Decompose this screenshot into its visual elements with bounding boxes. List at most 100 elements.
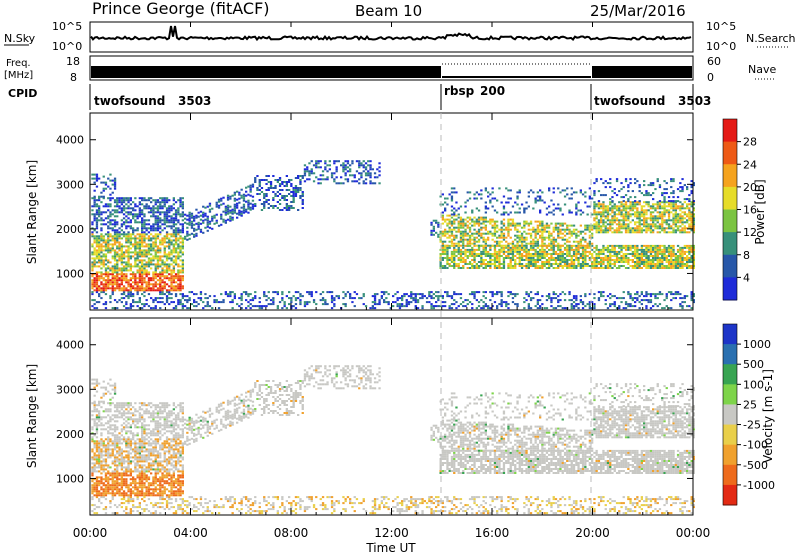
power-cell xyxy=(98,199,101,202)
power-cell xyxy=(464,253,467,255)
power-cell xyxy=(165,217,169,220)
power-cell xyxy=(107,283,110,286)
power-cell xyxy=(450,265,454,267)
power-cell xyxy=(534,242,537,245)
power-cell xyxy=(276,307,279,310)
power-cell xyxy=(543,250,546,253)
power-cell xyxy=(202,301,205,304)
power-cell xyxy=(606,248,610,251)
power-cell xyxy=(156,283,160,286)
power-cell xyxy=(606,223,610,226)
power-cell xyxy=(575,211,578,214)
power-cell xyxy=(122,293,126,296)
power-cell xyxy=(315,176,318,179)
power-cell xyxy=(95,209,99,212)
power-cell xyxy=(661,265,664,267)
power-cell xyxy=(401,297,404,300)
power-cell xyxy=(437,297,440,300)
power-cell xyxy=(489,230,492,233)
power-cell xyxy=(622,215,625,218)
power-cell xyxy=(292,201,295,203)
power-cell xyxy=(647,223,650,226)
power-cell xyxy=(145,271,148,274)
power-cell xyxy=(362,180,365,183)
power-cell xyxy=(471,242,474,245)
power-cell xyxy=(378,299,381,302)
power-cell xyxy=(667,200,671,203)
power-cell xyxy=(120,289,123,292)
power-cell xyxy=(491,205,494,208)
power-cell xyxy=(161,285,164,288)
power-cell xyxy=(254,181,257,183)
power-cell xyxy=(98,285,101,288)
power-cell xyxy=(545,244,549,247)
power-cell xyxy=(222,196,225,199)
power-cell xyxy=(649,265,653,267)
power-cell xyxy=(502,250,506,253)
power-cell xyxy=(446,230,449,233)
power-cell xyxy=(297,297,300,300)
power-cell xyxy=(319,299,322,302)
power-cell xyxy=(358,164,361,167)
power-cell xyxy=(455,265,458,267)
power-cell xyxy=(138,215,141,218)
power-cell xyxy=(337,160,340,163)
power-cell xyxy=(181,211,184,214)
power-cell xyxy=(649,255,653,257)
power-cell xyxy=(631,213,634,216)
power-cell xyxy=(622,209,625,212)
power-cell xyxy=(579,238,582,241)
power-cell xyxy=(545,226,549,229)
power-cell xyxy=(104,273,108,276)
power-cell xyxy=(575,240,578,243)
power-cell xyxy=(319,166,322,169)
power-cell xyxy=(613,253,616,255)
power-cell xyxy=(496,305,499,308)
power-cell xyxy=(595,178,598,181)
power-cell xyxy=(145,249,148,252)
power-cell xyxy=(539,189,542,192)
power-cell xyxy=(141,261,144,264)
power-cell xyxy=(557,207,560,210)
power-cell xyxy=(98,245,101,248)
power-cell xyxy=(482,253,485,255)
power-cell xyxy=(514,303,517,306)
power-cell xyxy=(129,269,132,272)
power-cell xyxy=(453,244,456,247)
power-cell xyxy=(654,257,657,259)
power-cell xyxy=(152,225,155,228)
power-cell xyxy=(561,236,564,239)
power-cell xyxy=(631,255,634,257)
power-cell xyxy=(634,263,637,265)
power-cell xyxy=(484,242,487,245)
power-cell xyxy=(233,197,236,200)
power-cell xyxy=(523,297,526,300)
power-cell xyxy=(471,238,474,241)
power-cell xyxy=(667,209,671,212)
power-cell xyxy=(511,218,515,221)
power-cell xyxy=(265,299,268,302)
power-cell xyxy=(658,246,662,249)
power-cell xyxy=(321,299,325,302)
power-cell xyxy=(604,180,607,183)
power-cell xyxy=(516,222,519,225)
power-cell xyxy=(179,245,182,248)
power-cell xyxy=(154,285,157,288)
power-cell xyxy=(312,164,316,167)
power-cell xyxy=(670,244,673,247)
power-cell xyxy=(127,247,130,250)
power-cell xyxy=(107,239,110,242)
power-cell xyxy=(453,228,456,231)
power-cell xyxy=(116,241,119,244)
power-cell xyxy=(154,307,157,310)
power-cell xyxy=(674,255,677,257)
cpid-row: CPID twofsound 3503 rbsp 200 twofsound 3… xyxy=(8,84,711,110)
power-cell xyxy=(163,253,166,256)
power-cell xyxy=(545,259,549,261)
power-cell xyxy=(679,267,682,269)
power-cell xyxy=(448,244,451,247)
power-cell xyxy=(125,225,128,228)
power-cell xyxy=(281,297,284,300)
power-cell xyxy=(104,271,108,274)
